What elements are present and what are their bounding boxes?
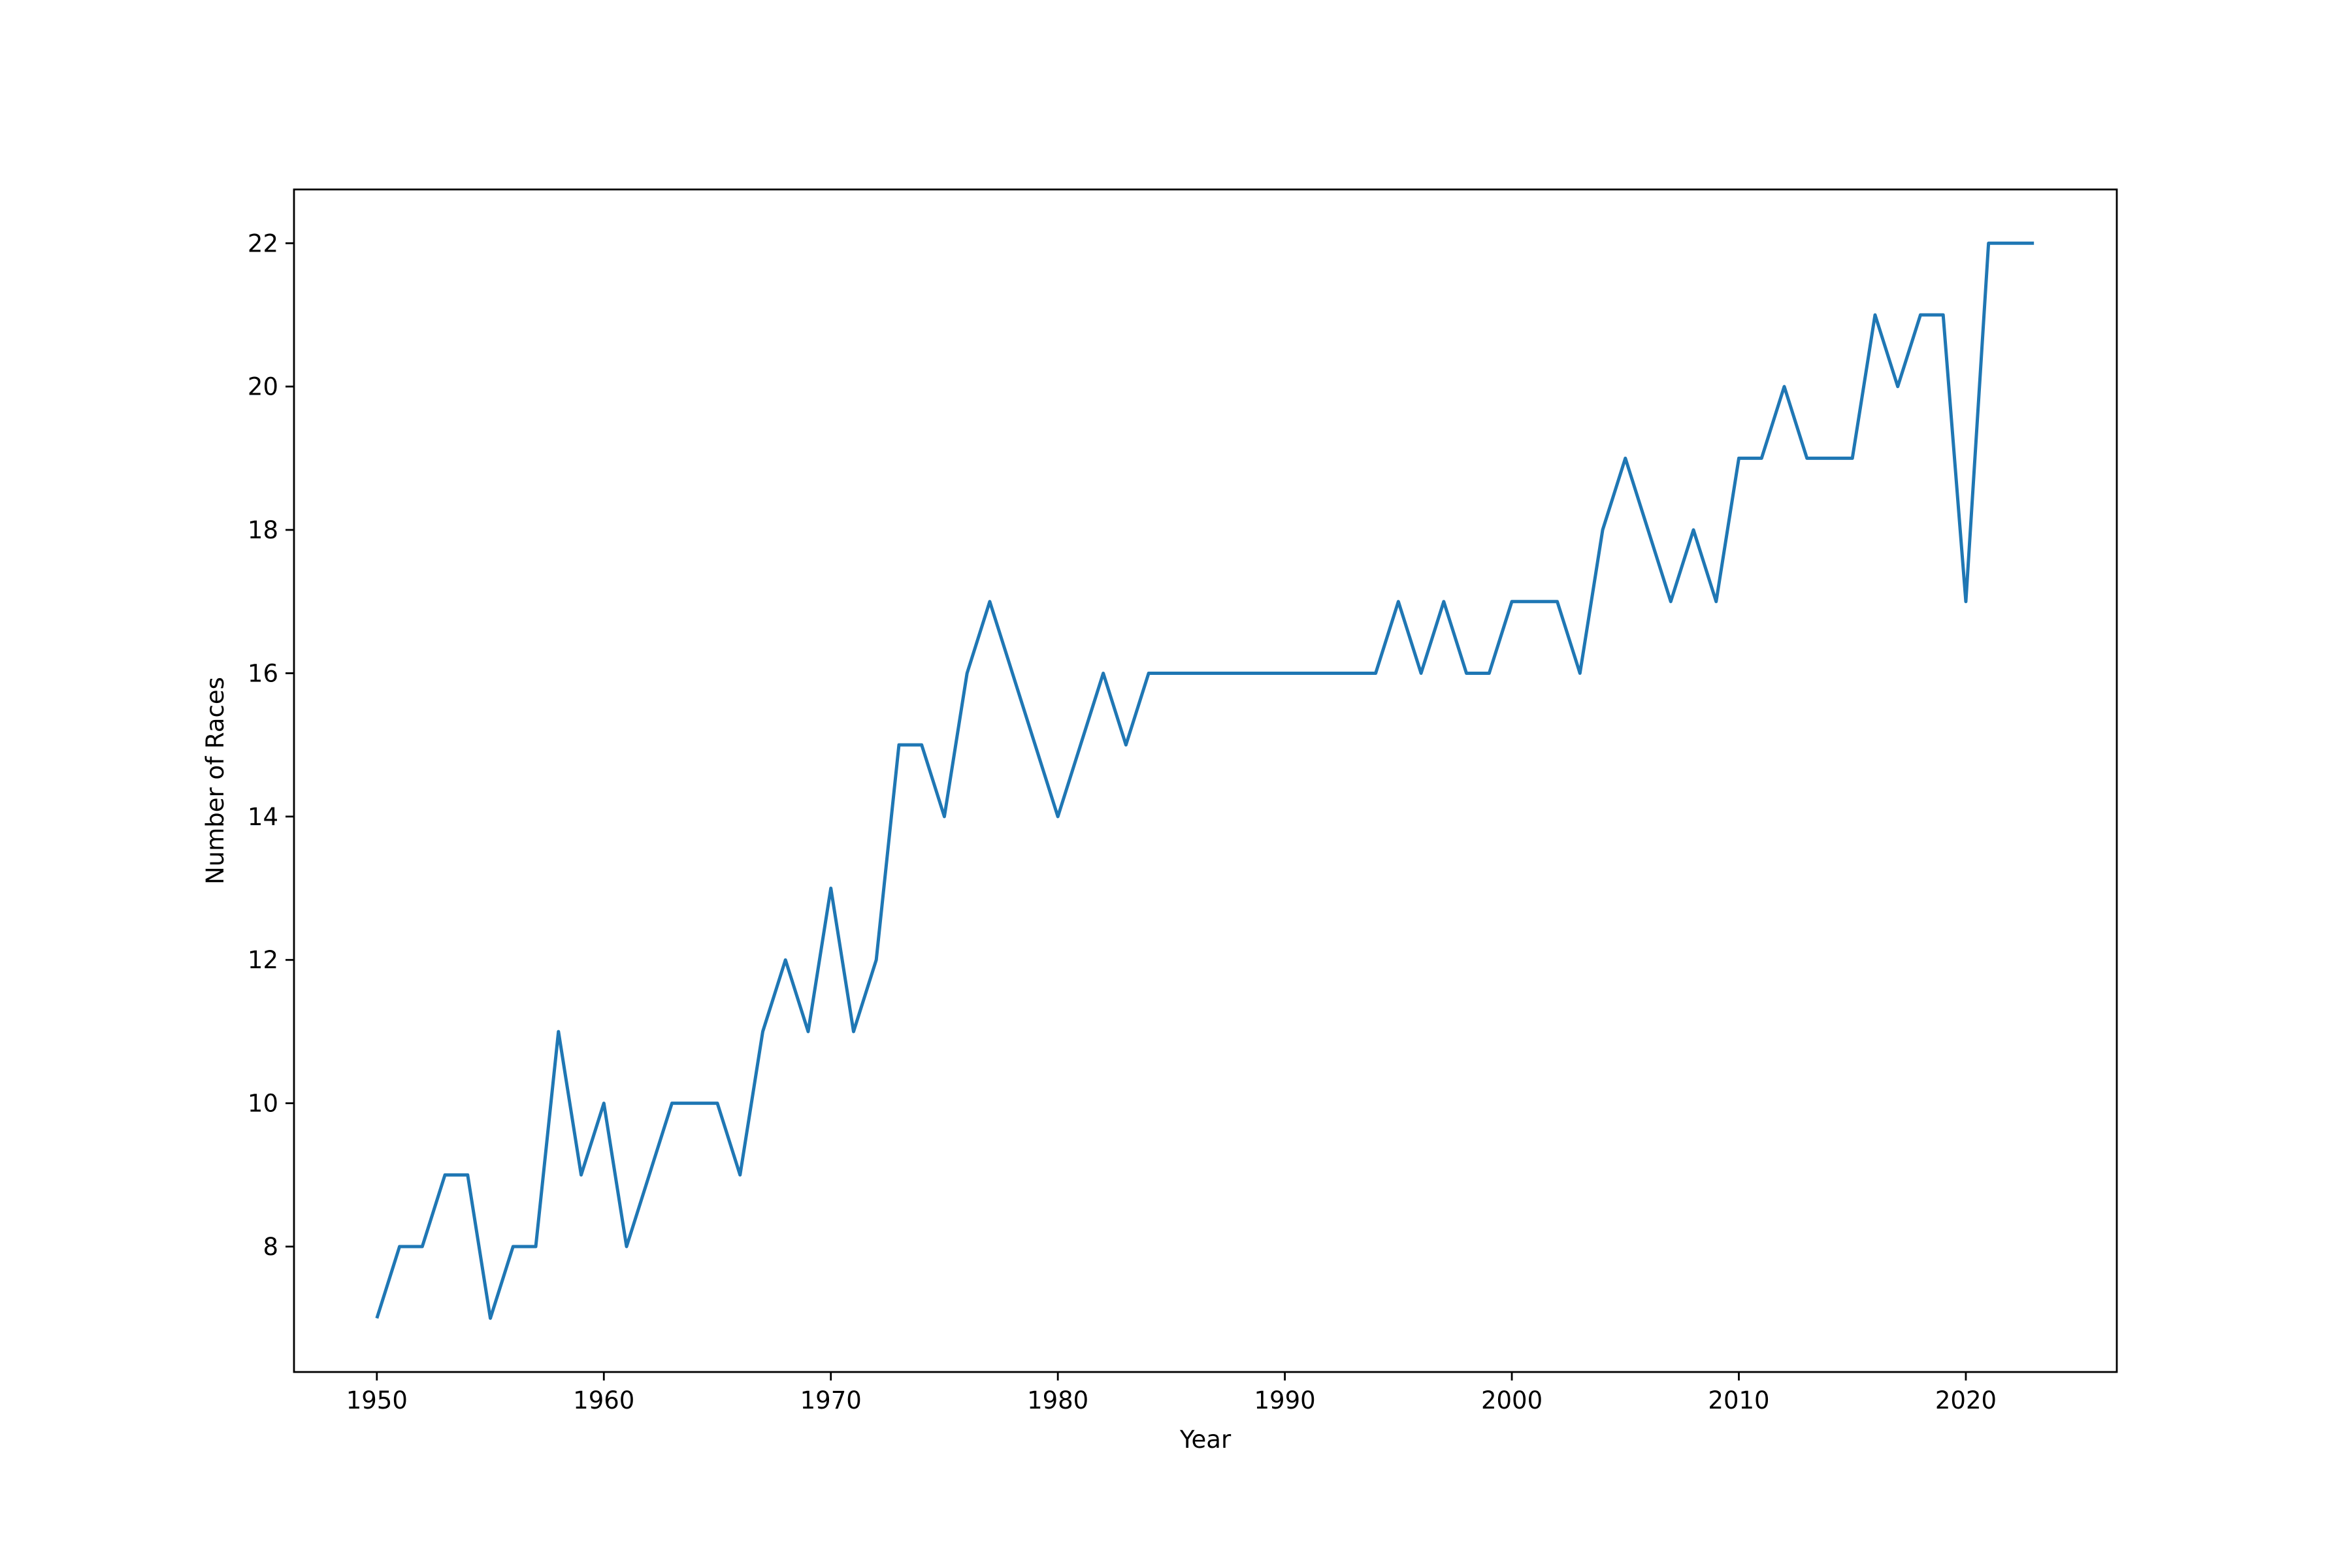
series-line: [375, 241, 2034, 1320]
x-tick-label: 2010: [1708, 1386, 1769, 1414]
y-axis: 8 10 12 14 16 18 20 22: [248, 229, 294, 1261]
x-tick-label: 1950: [346, 1386, 408, 1414]
y-tick-label: 22: [248, 229, 278, 257]
x-axis-label: Year: [1179, 1426, 1232, 1454]
x-tick-label: 1970: [800, 1386, 862, 1414]
y-tick-label: 10: [248, 1090, 278, 1118]
y-tick-label: 8: [263, 1233, 278, 1261]
x-tick-label: 1960: [573, 1386, 634, 1414]
y-tick-label: 20: [248, 373, 278, 401]
x-axis: 1950 1960 1970 1980 1990 2000 2010 2020: [346, 1372, 1997, 1414]
y-axis-label: Number of Races: [201, 677, 229, 885]
x-tick-label: 2000: [1481, 1386, 1543, 1414]
x-tick-label: 1980: [1027, 1386, 1088, 1414]
plot-frame: [293, 188, 2118, 1373]
y-tick-label: 18: [248, 516, 278, 544]
y-tick-label: 12: [248, 946, 278, 974]
x-tick-label: 1990: [1254, 1386, 1316, 1414]
x-tick-label: 2020: [1935, 1386, 1997, 1414]
y-tick-label: 14: [248, 803, 278, 831]
y-tick-label: 16: [248, 659, 278, 687]
